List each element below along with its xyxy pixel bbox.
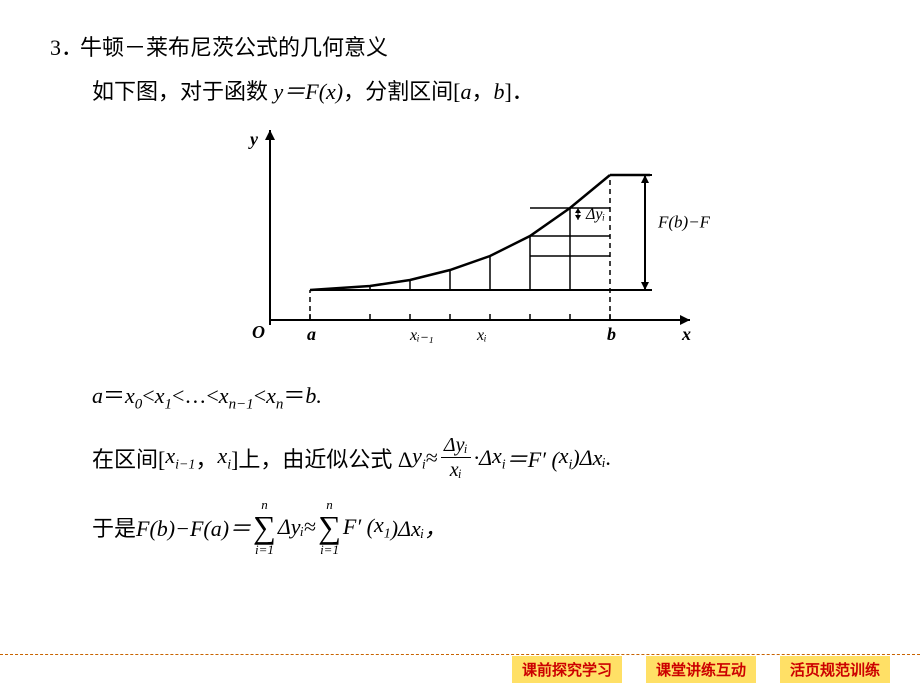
approx-line: 在区间[ xi−1 ， xi ]上，由近似公式 Δ yi ≈ Δyᵢ xᵢ ·Δ… (92, 435, 870, 480)
svg-text:xᵢ: xᵢ (476, 327, 487, 344)
sum-line: 于是 F(b)−F(a)＝ n ∑ i=1 Δyᵢ ≈ n ∑ i=1 F′ (… (92, 498, 870, 556)
slide-content: 3．牛顿－莱布尼茨公式的几何意义 如下图，对于函数 y＝F(x)，分割区间[a，… (0, 0, 920, 556)
diagram-container: Δyᵢ F(b)−F(a) Oa b x y xᵢ₋₁ xᵢ (50, 120, 870, 360)
ftc-diagram: Δyᵢ F(b)−F(a) Oa b x y xᵢ₋₁ xᵢ (210, 120, 710, 360)
svg-text:b: b (607, 324, 616, 344)
subtitle-line: 如下图，对于函数 y＝F(x)，分割区间[a，b]． (92, 74, 870, 106)
bottom-nav: 课前探究学习 课堂讲练互动 活页规范训练 (0, 654, 920, 684)
nav-btn-1[interactable]: 课前探究学习 (512, 656, 622, 683)
svg-text:y: y (248, 129, 259, 149)
svg-text:x: x (681, 324, 691, 344)
section-number: 3． (50, 30, 80, 62)
sigma-1: n ∑ i=1 (253, 498, 276, 556)
sigma-2: n ∑ i=1 (318, 498, 341, 556)
svg-text:xᵢ₋₁: xᵢ₋₁ (409, 327, 434, 344)
svg-text:O: O (252, 322, 265, 342)
nav-btn-2[interactable]: 课堂讲练互动 (646, 656, 756, 683)
svg-text:Δyᵢ: Δyᵢ (585, 206, 605, 223)
svg-text:F(b)−F(a): F(b)−F(a) (657, 213, 710, 232)
heading-line: 3．牛顿－莱布尼茨公式的几何意义 (50, 30, 870, 62)
nav-btn-3[interactable]: 活页规范训练 (780, 656, 890, 683)
partition-equation: a＝x0<x1<…<xn−1<xn＝b. (92, 378, 870, 413)
svg-text:a: a (307, 324, 316, 344)
section-title: 牛顿－莱布尼茨公式的几何意义 (80, 35, 388, 60)
fraction: Δyᵢ xᵢ (441, 435, 471, 480)
